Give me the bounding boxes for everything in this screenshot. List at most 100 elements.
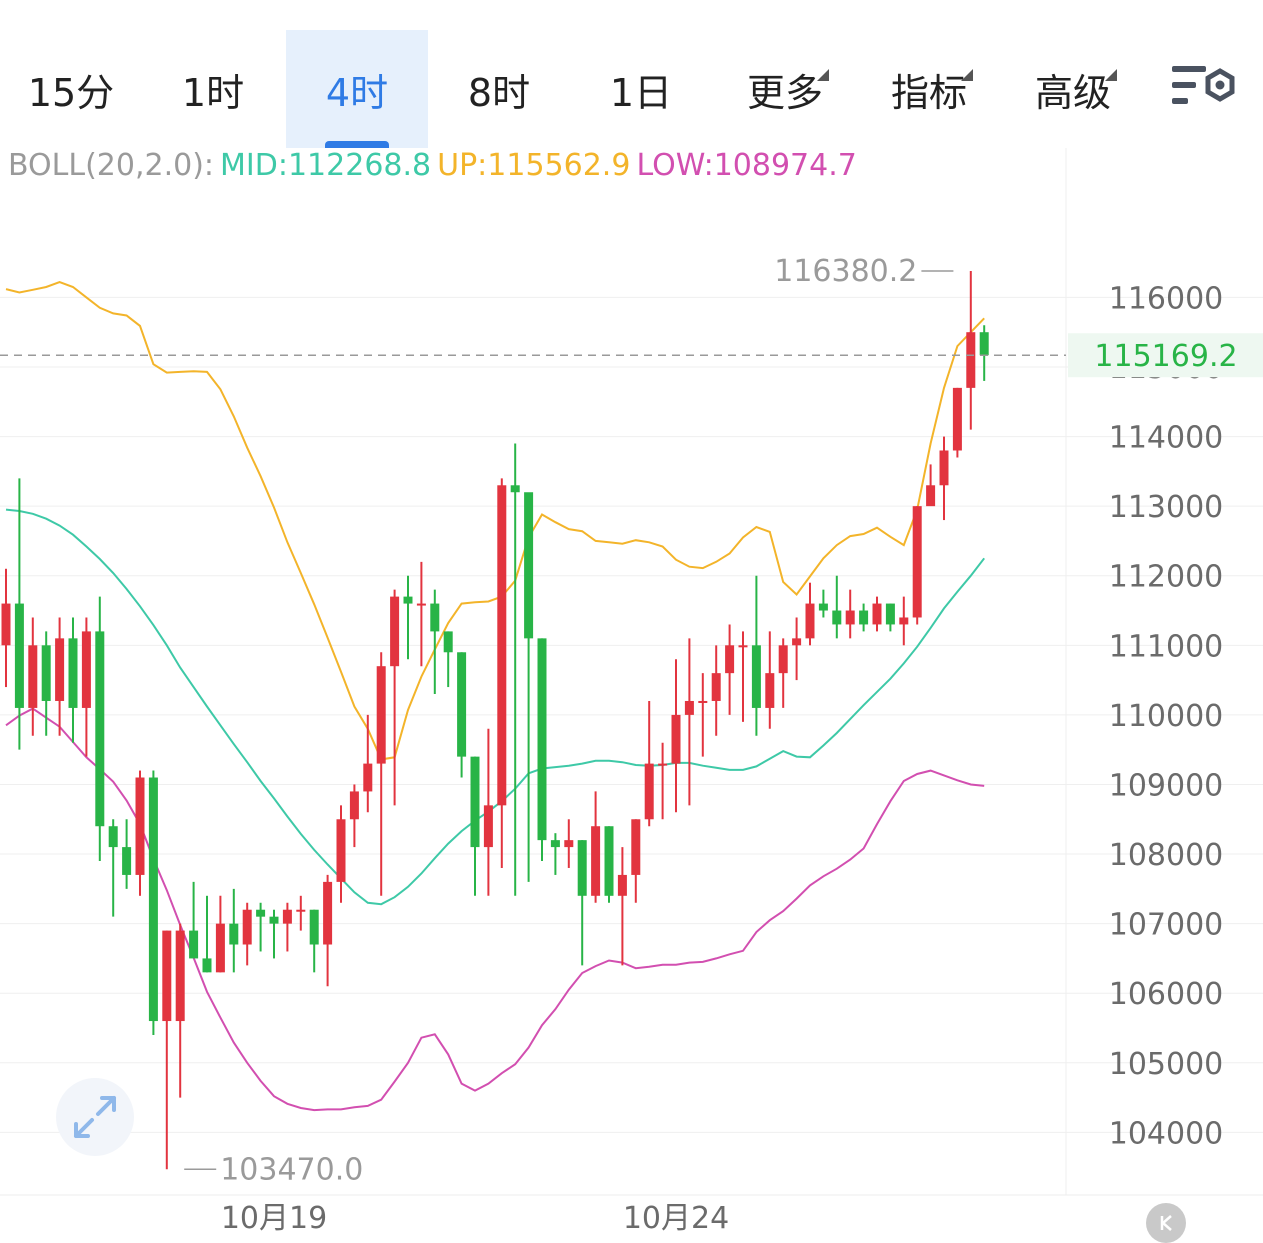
x-tick-label: 10月19 [221, 1201, 327, 1236]
candle-body [832, 610, 842, 625]
tab-label: 指标 [891, 62, 973, 117]
candle-body [497, 485, 507, 806]
candle-body [631, 819, 641, 875]
tab-2[interactable]: 4时 [286, 30, 428, 148]
candle-body [1, 603, 11, 646]
candle-body [524, 492, 534, 639]
candle-body [81, 631, 91, 708]
y-tick-label: 104000 [1109, 1116, 1224, 1151]
candle-body [658, 763, 668, 766]
tab-label: 高级 [1035, 62, 1117, 117]
candle-body [323, 881, 333, 945]
candle-body [564, 840, 574, 848]
y-tick-label: 109000 [1109, 768, 1224, 803]
candle-body [229, 923, 239, 945]
tab-1[interactable]: 1时 [152, 30, 274, 148]
active-tab-indicator [325, 141, 389, 148]
candle-body [135, 777, 145, 875]
boll-upper-line [5, 281, 985, 761]
tab-label: 8时 [467, 70, 531, 115]
tab-label: 1日 [609, 70, 673, 115]
chart-settings-button[interactable] [1168, 62, 1238, 118]
candle-body [698, 700, 708, 703]
candle-body [966, 332, 976, 388]
candle-body [162, 930, 172, 1022]
candle-body [309, 909, 319, 945]
candle-body [725, 645, 735, 674]
tab-3[interactable]: 8时 [428, 30, 570, 148]
candle-body [738, 645, 748, 648]
tab-4[interactable]: 1日 [570, 30, 712, 148]
boll-name: BOLL(20,2.0): [8, 148, 215, 183]
scroll-to-latest-button[interactable] [1146, 1203, 1186, 1243]
candle-body [95, 631, 105, 827]
y-tick-label: 113000 [1109, 490, 1224, 525]
dropdown-caret-icon [817, 68, 829, 81]
candle-body [765, 673, 775, 708]
candle-body [189, 930, 199, 959]
candle-body [457, 652, 467, 757]
candle-body [859, 610, 869, 625]
tab-label: 1时 [181, 70, 245, 115]
y-tick-label: 111000 [1109, 629, 1224, 664]
candle-body [14, 603, 24, 708]
max-price-label: 116380.2 [774, 254, 917, 289]
candle-body [671, 714, 681, 764]
current-price-label: 115169.2 [1094, 339, 1237, 374]
tab-6[interactable]: 指标 [858, 30, 1000, 148]
boll-legend: BOLL(20,2.0): MID:112268.8 UP:115562.9 LOW:… [8, 148, 863, 183]
candle-body [684, 700, 694, 715]
candle-body [899, 617, 909, 625]
candle-body [644, 763, 654, 820]
tab-5[interactable]: 更多 [714, 30, 856, 148]
current-price-tag [1068, 333, 1263, 378]
y-tick-label: 105000 [1109, 1047, 1224, 1082]
candle-body [939, 450, 949, 486]
candle-body [349, 791, 359, 820]
boll-mid-line [5, 508, 985, 906]
candle-body [550, 840, 560, 848]
tab-7[interactable]: 高级 [1002, 30, 1144, 148]
candle-body [885, 603, 895, 625]
candle-body [215, 923, 225, 973]
candle-body [28, 645, 38, 708]
candle-body [41, 645, 51, 701]
min-price-label: 103470.0 [220, 1152, 363, 1187]
expand-chart-button[interactable] [56, 1078, 134, 1156]
candle-body [952, 387, 962, 451]
candle-body [175, 930, 185, 1022]
candle-body [336, 819, 346, 882]
candle-body [282, 909, 292, 924]
tab-label: 15分 [27, 70, 115, 115]
candle-body [376, 666, 386, 764]
candle-body [443, 631, 453, 653]
boll-low-value: LOW:108974.7 [636, 148, 857, 183]
boll-up-value: UP:115562.9 [437, 148, 631, 183]
candle-body [711, 673, 721, 701]
candle-body [617, 874, 627, 896]
y-tick-label: 107000 [1109, 908, 1224, 943]
y-tick-label: 116000 [1109, 281, 1224, 316]
tab-0[interactable]: 15分 [10, 30, 132, 148]
candle-body [845, 610, 855, 625]
candle-body [296, 909, 306, 912]
boll-lower-line [5, 707, 985, 1112]
candle-body [68, 638, 78, 708]
candle-body [818, 603, 828, 611]
candle-body [430, 603, 440, 632]
tab-label: 4时 [325, 70, 389, 115]
chart-settings-icon [1172, 66, 1235, 104]
tab-label: 更多 [747, 62, 829, 117]
dropdown-caret-icon [961, 68, 973, 81]
candle-body [269, 916, 279, 924]
candle-body [108, 826, 118, 848]
candle-body [926, 485, 936, 507]
candle-body [122, 847, 132, 875]
candle-body [778, 645, 788, 674]
candle-body [148, 777, 158, 1022]
candle-body [537, 638, 547, 841]
candle-body [483, 805, 493, 848]
boll-mid-value: MID:112268.8 [220, 148, 432, 183]
candle-body [403, 596, 413, 604]
